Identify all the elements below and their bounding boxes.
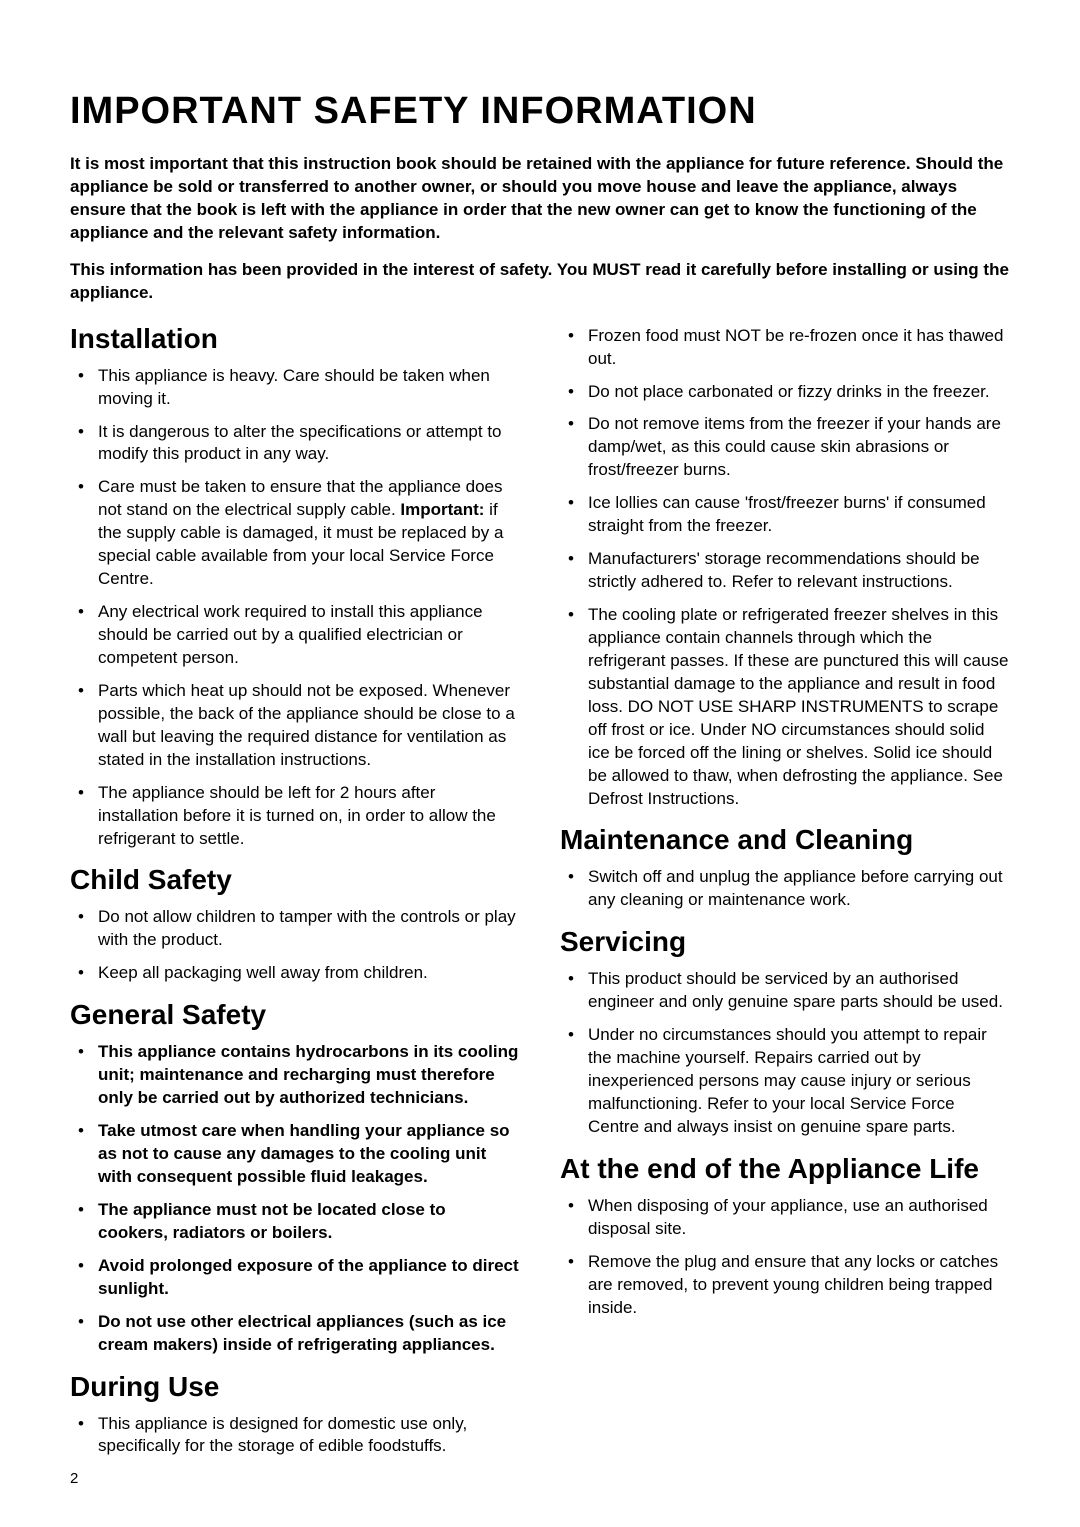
list-item: The cooling plate or refrigerated freeze… xyxy=(560,604,1010,810)
list-item: Keep all packaging well away from childr… xyxy=(70,962,520,985)
intro-paragraph-1: It is most important that this instructi… xyxy=(70,153,1010,245)
left-column: Installation This appliance is heavy. Ca… xyxy=(70,319,520,1469)
maintenance-list: Switch off and unplug the appliance befo… xyxy=(560,866,1010,912)
list-item: The appliance should be left for 2 hours… xyxy=(70,782,520,851)
list-item: Do not remove items from the freezer if … xyxy=(560,413,1010,482)
maintenance-heading: Maintenance and Cleaning xyxy=(560,824,1010,856)
list-item: This product should be serviced by an au… xyxy=(560,968,1010,1014)
servicing-heading: Servicing xyxy=(560,926,1010,958)
list-item: Any electrical work required to install … xyxy=(70,601,520,670)
child-safety-heading: Child Safety xyxy=(70,864,520,896)
list-item: Avoid prolonged exposure of the applianc… xyxy=(70,1255,520,1301)
general-safety-heading: General Safety xyxy=(70,999,520,1031)
during-use-continued-list: Frozen food must NOT be re-frozen once i… xyxy=(560,325,1010,811)
list-item: It is dangerous to alter the specificati… xyxy=(70,421,520,467)
list-item: When disposing of your appliance, use an… xyxy=(560,1195,1010,1241)
page-title: IMPORTANT SAFETY INFORMATION xyxy=(70,90,1010,133)
list-item: Parts which heat up should not be expose… xyxy=(70,680,520,772)
intro-paragraph-2: This information has been provided in th… xyxy=(70,259,1010,305)
general-safety-list: This appliance contains hydrocarbons in … xyxy=(70,1041,520,1356)
list-item: Do not allow children to tamper with the… xyxy=(70,906,520,952)
list-item: Remove the plug and ensure that any lock… xyxy=(560,1251,1010,1320)
servicing-list: This product should be serviced by an au… xyxy=(560,968,1010,1139)
list-item: Frozen food must NOT be re-frozen once i… xyxy=(560,325,1010,371)
page-number: 2 xyxy=(70,1470,78,1487)
list-item: Do not place carbonated or fizzy drinks … xyxy=(560,381,1010,404)
content-columns: Installation This appliance is heavy. Ca… xyxy=(70,319,1010,1469)
list-item: This appliance contains hydrocarbons in … xyxy=(70,1041,520,1110)
during-use-heading: During Use xyxy=(70,1371,520,1403)
list-item: Ice lollies can cause 'frost/freezer bur… xyxy=(560,492,1010,538)
list-item: This appliance is heavy. Care should be … xyxy=(70,365,520,411)
endlife-list: When disposing of your appliance, use an… xyxy=(560,1195,1010,1320)
list-item: Manufacturers' storage recommendations s… xyxy=(560,548,1010,594)
list-item: The appliance must not be located close … xyxy=(70,1199,520,1245)
list-item: Switch off and unplug the appliance befo… xyxy=(560,866,1010,912)
installation-heading: Installation xyxy=(70,323,520,355)
list-item: Care must be taken to ensure that the ap… xyxy=(70,476,520,591)
list-item: Under no circumstances should you attemp… xyxy=(560,1024,1010,1139)
list-item: Take utmost care when handling your appl… xyxy=(70,1120,520,1189)
child-safety-list: Do not allow children to tamper with the… xyxy=(70,906,520,985)
list-item: This appliance is designed for domestic … xyxy=(70,1413,520,1459)
endlife-heading: At the end of the Appliance Life xyxy=(560,1153,1010,1185)
list-item: Do not use other electrical appliances (… xyxy=(70,1311,520,1357)
during-use-list: This appliance is designed for domestic … xyxy=(70,1413,520,1459)
installation-list: This appliance is heavy. Care should be … xyxy=(70,365,520,851)
right-column: Frozen food must NOT be re-frozen once i… xyxy=(560,319,1010,1469)
